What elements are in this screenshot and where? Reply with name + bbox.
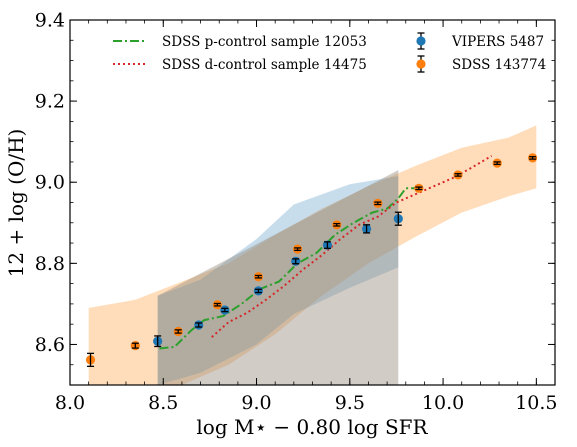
point-0-0 [153, 335, 163, 348]
point-1-8 [414, 183, 424, 193]
x-tick-label: 8.0 [55, 392, 85, 414]
point-1-7 [373, 198, 383, 208]
x-tick-label: 10.0 [422, 392, 464, 414]
legend-label: SDSS 143774 [452, 57, 546, 73]
band-2 [157, 170, 399, 385]
point-1-6 [332, 220, 342, 230]
point-1-3 [212, 300, 222, 310]
point-1-2 [173, 326, 183, 337]
point-0-2 [220, 305, 230, 315]
point-0-1 [194, 320, 204, 330]
x-tick-label: 10.5 [515, 392, 557, 414]
legend-label: SDSS d-control sample 14475 [162, 57, 367, 73]
point-1-10 [492, 158, 502, 168]
point-0-6 [361, 224, 372, 234]
y-axis-label: 12 + log (O/H) [4, 129, 28, 278]
point-1-4 [253, 272, 264, 282]
y-tick-label: 8.6 [35, 334, 65, 356]
legend: SDSS p-control sample 12053 SDSS d-contro… [113, 32, 546, 73]
point-0-7 [393, 211, 403, 226]
y-tick-label: 9.4 [35, 10, 65, 32]
legend-marker-1 [416, 59, 426, 69]
point-1-0 [85, 352, 96, 367]
y-tick-label: 9.0 [35, 172, 65, 194]
point-1-9 [453, 170, 463, 180]
legend-label: SDSS p-control sample 12053 [162, 34, 367, 50]
y-tick-label: 8.8 [35, 253, 65, 275]
line-series-1 [211, 155, 493, 338]
axis-ticks: 8.0 8.5 9.0 9.5 10.0 10.5 8.6 8.8 9.0 9.2 9.4 [35, 10, 558, 415]
y-tick-label: 9.2 [35, 91, 65, 113]
point-0-4 [291, 256, 301, 266]
data-points [85, 153, 538, 367]
x-axis-label: log M⋆ − 0.80 log SFR [196, 415, 428, 439]
x-tick-label: 8.5 [148, 392, 178, 414]
x-tick-label: 9.5 [335, 392, 365, 414]
point-1-1 [130, 341, 140, 351]
x-tick-label: 9.0 [241, 392, 271, 414]
point-1-11 [528, 153, 538, 163]
point-0-3 [253, 286, 264, 296]
point-0-5 [322, 240, 333, 250]
legend-label: VIPERS 5487 [451, 34, 544, 50]
legend-marker-0 [416, 36, 426, 46]
point-1-5 [292, 244, 303, 254]
